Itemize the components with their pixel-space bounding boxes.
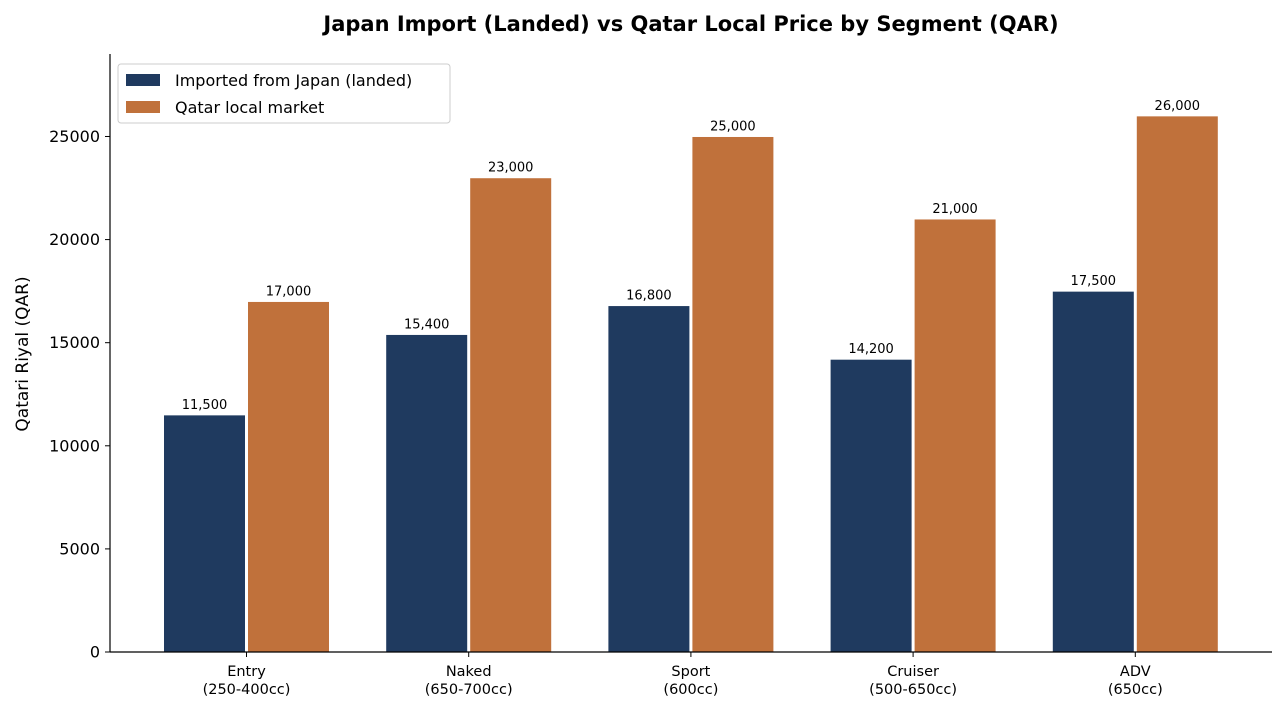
bar-local bbox=[691, 135, 775, 653]
data-label: 26,000 bbox=[1155, 99, 1201, 114]
legend-label: Imported from Japan (landed) bbox=[175, 71, 412, 90]
bar-import bbox=[385, 333, 469, 653]
x-tick-label-line: (650-700cc) bbox=[425, 682, 513, 698]
x-tick-label: Sport (600cc) bbox=[663, 664, 718, 698]
bar-local bbox=[247, 300, 330, 653]
x-tick-label-line: Sport bbox=[671, 664, 710, 680]
legend: Imported from Japan (landed) Qatar local … bbox=[117, 63, 451, 124]
x-tick-label: Cruiser (500-650cc) bbox=[869, 664, 957, 698]
data-label: 25,000 bbox=[710, 119, 756, 134]
x-tick-label-line: Cruiser bbox=[887, 664, 939, 680]
data-label: 16,800 bbox=[626, 289, 672, 304]
data-label: 21,000 bbox=[932, 202, 978, 217]
bar-local bbox=[913, 218, 997, 653]
x-tick-label: ADV (650cc) bbox=[1108, 664, 1163, 698]
bar-import bbox=[163, 414, 246, 653]
bar-import bbox=[607, 305, 691, 653]
legend-box bbox=[117, 63, 451, 124]
x-tick-label-line: (650cc) bbox=[1108, 682, 1163, 698]
legend-swatch bbox=[126, 101, 160, 113]
data-label: 17,000 bbox=[266, 284, 312, 299]
legend-label: Qatar local market bbox=[175, 98, 324, 117]
legend-swatch bbox=[126, 74, 160, 86]
y-tick-label: 5000 bbox=[59, 539, 100, 558]
y-axis-label: Qatari Riyal (QAR) bbox=[13, 276, 33, 431]
plot-area: 11,500 15,400 16,800 14,200 17,500 17,000 23,0… bbox=[49, 54, 1272, 698]
x-tick-label-line: (250-400cc) bbox=[203, 682, 291, 698]
bar-local bbox=[469, 177, 553, 653]
x-tick-label-line: ADV bbox=[1120, 664, 1151, 680]
y-tick-label: 25000 bbox=[49, 127, 100, 146]
data-label: 11,500 bbox=[182, 398, 228, 413]
x-tick-label-line: Entry bbox=[227, 664, 266, 680]
data-label: 23,000 bbox=[488, 161, 534, 176]
x-tick-label: Entry (250-400cc) bbox=[203, 664, 291, 698]
x-tick-label-line: Naked bbox=[446, 664, 492, 680]
bar-import bbox=[1051, 290, 1135, 653]
y-tick-label: 10000 bbox=[49, 436, 100, 455]
bar-local bbox=[1135, 115, 1219, 653]
data-label: 14,200 bbox=[848, 342, 894, 357]
chart-title: Japan Import (Landed) vs Qatar Local Pri… bbox=[321, 12, 1058, 36]
y-tick-label: 15000 bbox=[49, 333, 100, 352]
data-label: 15,400 bbox=[404, 317, 450, 332]
y-tick-label: 0 bbox=[90, 643, 100, 662]
y-tick-label: 20000 bbox=[49, 230, 100, 249]
x-tick-label-line: (500-650cc) bbox=[869, 682, 957, 698]
bar-import bbox=[829, 358, 913, 653]
data-label: 17,500 bbox=[1071, 274, 1117, 289]
x-tick-label-line: (600cc) bbox=[663, 682, 718, 698]
x-tick-label: Naked (650-700cc) bbox=[425, 664, 513, 698]
